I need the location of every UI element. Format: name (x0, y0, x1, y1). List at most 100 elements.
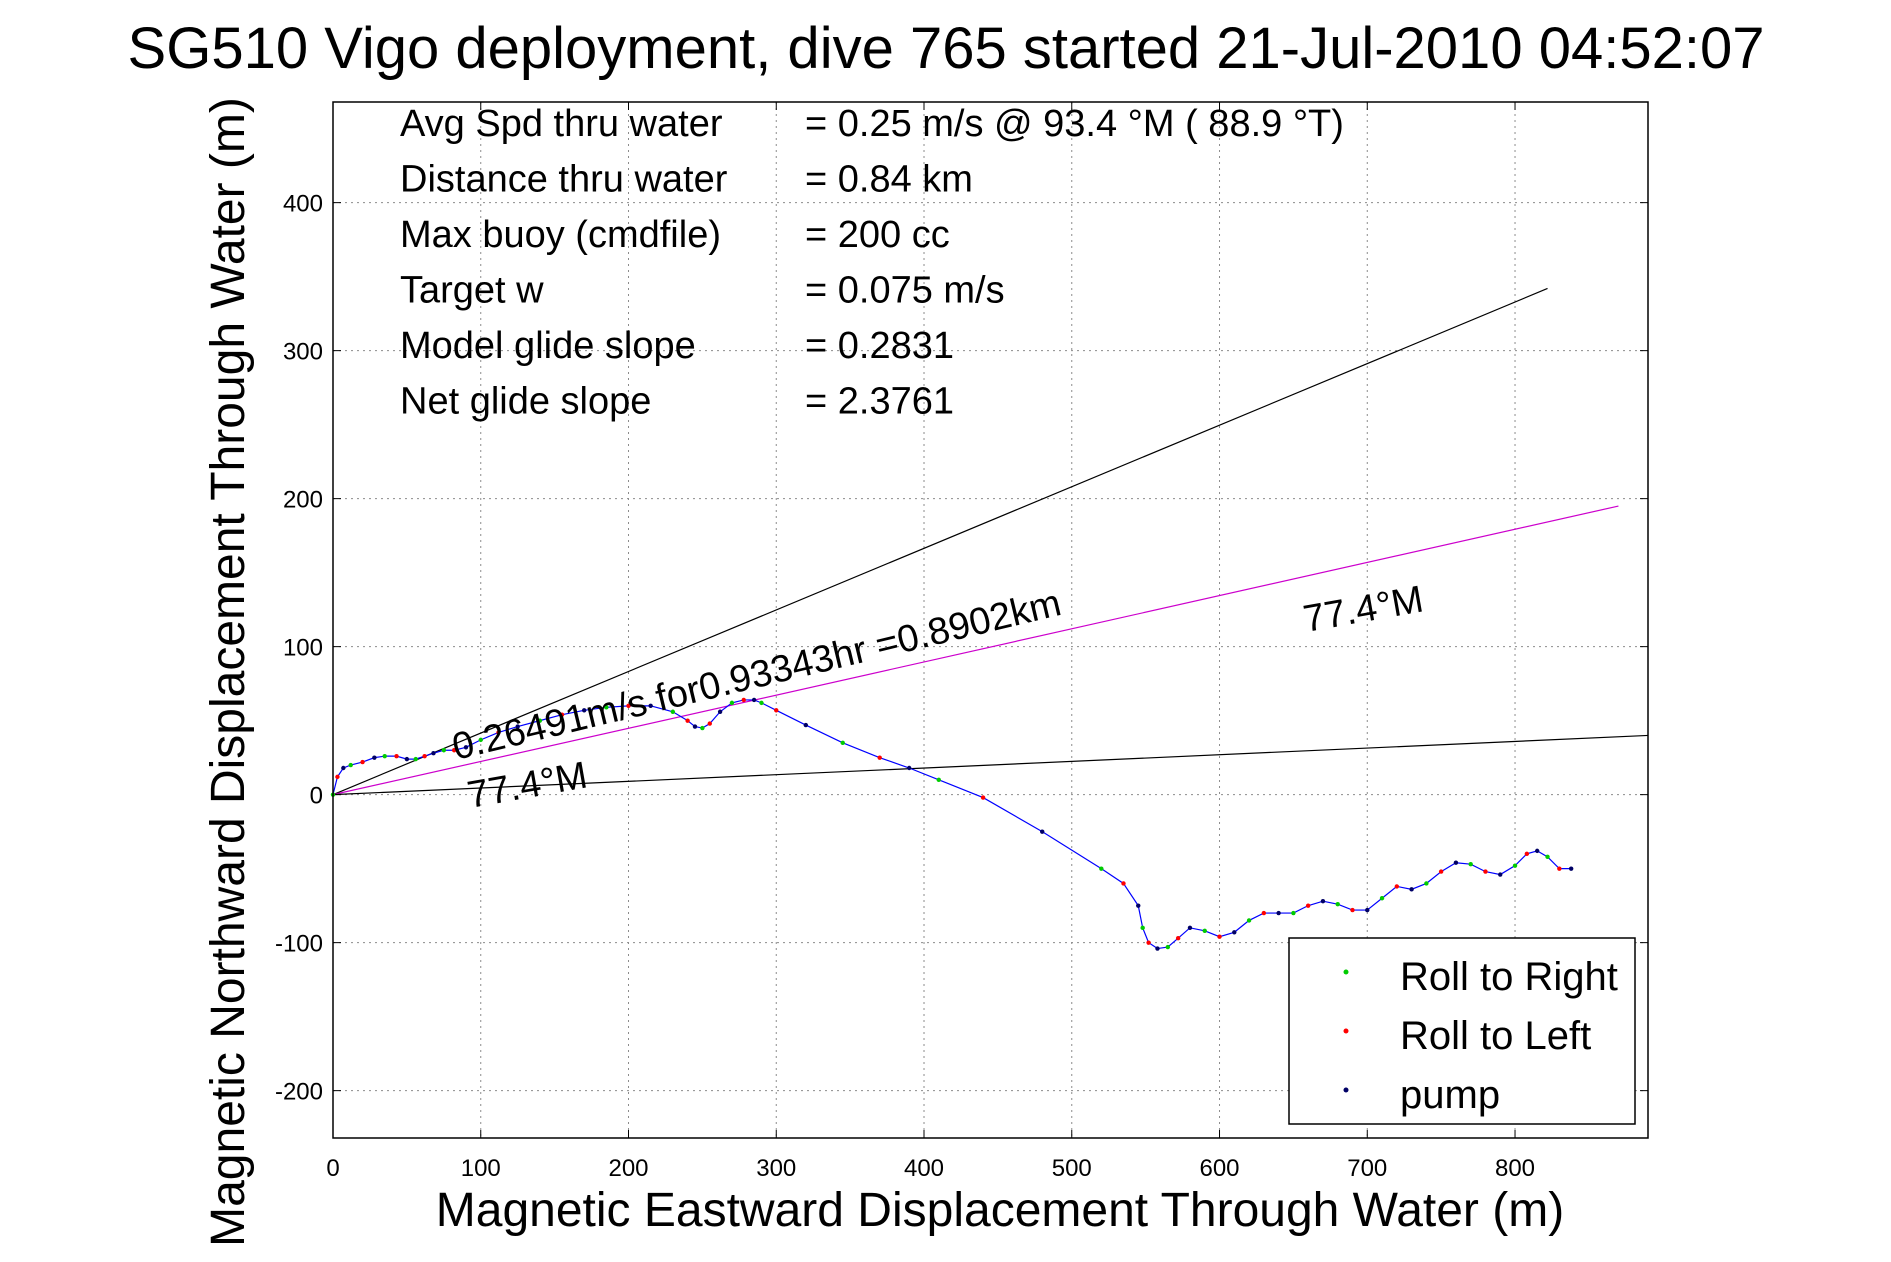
track-point (559, 712, 565, 717)
track-point (1276, 910, 1281, 916)
track-point (1424, 881, 1429, 886)
heading-line (332, 505, 1619, 796)
x-tick-label: 0 (326, 1155, 339, 1182)
legend-marker (1343, 1087, 1349, 1093)
track-point (1246, 918, 1252, 923)
track-point (936, 777, 941, 783)
heading-annotation-far: 77.4°M (1300, 579, 1426, 641)
heading-annotation-near: 77.4°M (464, 755, 590, 817)
track-point (478, 737, 483, 743)
legend-label: pump (1400, 1073, 1500, 1117)
track-point (1146, 940, 1151, 945)
x-tick-label: 600 (1199, 1155, 1239, 1182)
track-point (1175, 936, 1181, 941)
track-point (335, 774, 340, 780)
stat-value: = 0.2831 (805, 325, 954, 367)
track-point (1121, 881, 1126, 886)
y-tick-label: -200 (275, 1079, 323, 1106)
lower-bound-line (332, 734, 1649, 796)
track-point (670, 709, 676, 714)
legend-label: Roll to Right (1400, 955, 1618, 999)
track-point (648, 703, 653, 709)
track-point (1099, 866, 1104, 871)
track-point (1534, 848, 1540, 854)
track-point (372, 755, 377, 760)
track-point (581, 708, 587, 713)
track-point (1453, 860, 1459, 865)
axis-ticks: 0 100 200 300 400 500 600 700 800 -200 -100 0 100 200… (275, 102, 1648, 1182)
y-tick-label: 100 (283, 635, 323, 662)
plot-frame (332, 101, 1649, 1139)
chart-title: SG510 Vigo deployment, dive 765 started … (128, 16, 1765, 81)
track-point (1335, 901, 1340, 907)
track-point (1232, 930, 1237, 935)
stats-block: Avg Spd thru water = 0.25 m/s @ 93.4 °M (… (400, 103, 1344, 423)
legend: Roll to Right Roll to Left pump (1288, 937, 1636, 1125)
x-tick-label: 200 (608, 1155, 648, 1182)
track-point (1524, 851, 1530, 857)
stat-value: = 2.3761 (805, 381, 954, 423)
upper-bound-line (332, 287, 1548, 796)
x-tick-label: 400 (904, 1155, 944, 1182)
track-point (1350, 907, 1355, 913)
track-point (382, 753, 387, 759)
track-point (413, 756, 418, 762)
track-point (1498, 872, 1503, 877)
stat-label: Net glide slope (400, 381, 651, 423)
legend-marker (1343, 969, 1349, 975)
track-point (626, 703, 631, 709)
track-point (1557, 866, 1562, 871)
track-point (515, 724, 520, 729)
track-point (803, 722, 809, 728)
track-point (451, 748, 457, 753)
track-point (341, 765, 346, 771)
track-point (1568, 866, 1574, 871)
x-tick-label: 800 (1495, 1155, 1535, 1182)
track-point (604, 705, 609, 710)
track-point (1217, 934, 1222, 939)
track-point (1261, 910, 1267, 916)
x-tick-label: 500 (1052, 1155, 1092, 1182)
track-point (1545, 854, 1550, 859)
track-point (741, 697, 746, 703)
stat-value: = 0.25 m/s @ 93.4 °M ( 88.9 °T) (805, 103, 1344, 145)
track-point (1140, 925, 1145, 931)
y-axis-label: Magnetic Northward Displacement Through … (202, 97, 255, 1247)
y-tick-label: 300 (283, 339, 323, 366)
track-point (404, 756, 410, 762)
stat-value: = 0.075 m/s (805, 270, 1005, 312)
track-point (729, 700, 735, 706)
speed-annotation: 0.26491m/s for0.93343hr =0.8902km (448, 582, 1065, 769)
y-tick-label: 200 (283, 487, 323, 514)
x-tick-label: 700 (1347, 1155, 1387, 1182)
track-point (840, 740, 845, 746)
stat-value: = 200 cc (805, 214, 950, 256)
track-point (1394, 884, 1400, 889)
x-tick-label: 100 (461, 1155, 501, 1182)
track-point (751, 697, 757, 703)
track-point (463, 745, 469, 750)
track-point (707, 721, 712, 726)
y-tick-label: 0 (310, 783, 323, 810)
track-point (717, 709, 723, 714)
track-point (685, 718, 690, 723)
stat-label: Target w (400, 270, 544, 312)
stat-label: Model glide slope (400, 325, 696, 367)
track-point (537, 718, 543, 723)
track-point (759, 700, 764, 706)
x-axis-label: Magnetic Eastward Displacement Through W… (436, 1184, 1564, 1237)
track-point (1136, 903, 1141, 908)
x-tick-label: 300 (756, 1155, 796, 1182)
track-point (980, 795, 986, 800)
stat-label: Distance thru water (400, 159, 728, 201)
track-point (441, 748, 447, 753)
track-point (1155, 946, 1160, 951)
stat-label: Max buoy (cmdfile) (400, 214, 721, 256)
track-point (1320, 899, 1326, 904)
track-point (774, 708, 779, 713)
track-point (700, 725, 705, 731)
track-point (907, 765, 912, 771)
track-point (692, 724, 698, 729)
stat-value: = 0.84 km (805, 159, 973, 201)
track-point (1468, 862, 1473, 867)
